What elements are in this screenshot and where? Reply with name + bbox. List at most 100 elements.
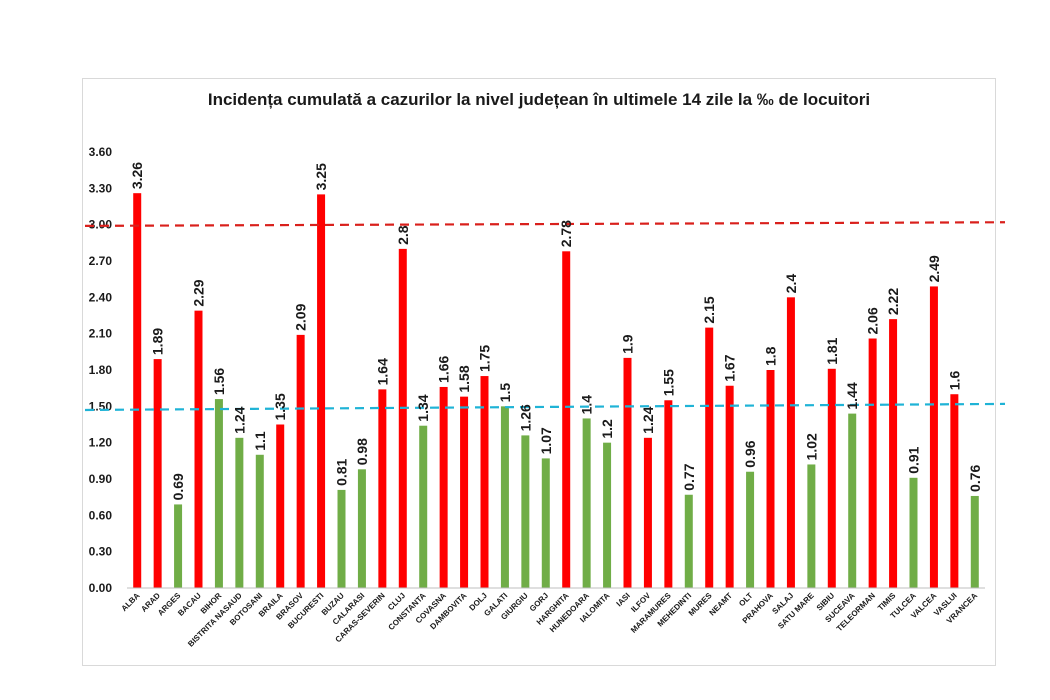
y-tick-label: 2.70	[89, 254, 113, 268]
data-label: 1.35	[272, 393, 288, 420]
data-label: 0.81	[334, 458, 350, 485]
y-tick-label: 2.10	[89, 327, 113, 341]
bar	[929, 286, 938, 588]
data-label: 1.9	[620, 334, 636, 354]
bar	[378, 389, 387, 588]
bar	[664, 400, 673, 588]
bar	[562, 251, 571, 589]
data-label: 1.24	[640, 406, 656, 433]
data-label: 1.6	[946, 371, 962, 391]
data-label: 1.66	[436, 355, 452, 382]
bar	[725, 385, 734, 588]
y-tick-label: 0.30	[89, 545, 113, 559]
data-label: 2.29	[191, 279, 207, 306]
data-label: 3.25	[313, 163, 329, 190]
data-label: 1.56	[211, 368, 227, 395]
y-tick-label: 3.30	[89, 181, 113, 195]
data-label: 1.1	[252, 431, 268, 451]
bar	[276, 424, 285, 588]
data-label: 1.8	[763, 346, 779, 366]
bars	[133, 193, 979, 589]
bar	[868, 338, 877, 588]
data-label: 0.77	[681, 463, 697, 490]
data-label: 1.67	[722, 354, 738, 381]
y-tick-label: 1.50	[89, 399, 113, 413]
data-label: 1.2	[599, 419, 615, 439]
reference-line	[84, 221, 1006, 227]
bar	[521, 435, 530, 588]
data-label: 1.02	[803, 433, 819, 460]
data-label: 1.75	[477, 345, 493, 372]
bar	[603, 442, 612, 588]
data-label: 2.15	[701, 296, 717, 323]
y-tick-label: 1.80	[89, 363, 113, 377]
data-label: 1.26	[517, 404, 533, 431]
bar	[235, 437, 244, 588]
bar	[766, 370, 775, 588]
reference-lines	[84, 221, 1006, 412]
data-label: 0.76	[967, 464, 983, 491]
data-label: 1.81	[824, 337, 840, 364]
y-tick-label: 2.40	[89, 290, 113, 304]
bar	[255, 454, 264, 588]
bar	[500, 406, 509, 588]
bar	[153, 359, 162, 588]
bar	[582, 418, 591, 588]
bar	[541, 458, 550, 588]
data-label: 1.44	[844, 382, 860, 409]
data-label: 2.49	[926, 255, 942, 282]
bar	[296, 334, 305, 588]
data-label: 0.91	[906, 446, 922, 473]
data-label: 2.8	[395, 225, 411, 245]
bar	[174, 504, 183, 588]
data-label: 1.58	[456, 365, 472, 392]
data-label: 1.34	[415, 394, 431, 421]
y-tick-label: 0.00	[89, 581, 113, 595]
bar	[889, 319, 898, 588]
bar	[337, 489, 346, 588]
bar	[460, 396, 469, 588]
bar	[848, 413, 857, 588]
x-tick-label: BACAU	[176, 591, 203, 618]
data-label: 1.55	[660, 369, 676, 396]
bar	[357, 469, 366, 588]
data-label: 1.07	[538, 427, 554, 454]
bar	[746, 471, 755, 588]
y-tick-label: 3.00	[89, 218, 113, 232]
y-tick-label: 1.20	[89, 436, 113, 450]
bar	[398, 248, 407, 588]
bar	[419, 425, 428, 588]
bar	[684, 494, 693, 588]
reference-line	[84, 402, 1006, 412]
bar	[623, 357, 632, 588]
y-tick-label: 3.60	[89, 145, 113, 159]
bar	[439, 386, 448, 588]
bar	[194, 310, 203, 588]
bar	[827, 368, 836, 588]
data-label: 1.4	[579, 395, 595, 415]
value-labels: 3.261.890.692.291.561.241.11.352.093.250…	[129, 162, 983, 501]
data-label: 0.96	[742, 440, 758, 467]
y-axis: 0.00 0.30 0.60 0.90 1.20 1.50 1.80 2.10 2.40 2.70…	[89, 145, 113, 595]
data-label: 0.98	[354, 438, 370, 465]
data-label: 1.5	[497, 383, 513, 403]
bar	[807, 464, 816, 588]
data-label: 2.06	[865, 307, 881, 334]
data-label: 0.69	[170, 473, 186, 500]
data-label: 1.89	[150, 328, 166, 355]
bar	[214, 399, 223, 588]
bar	[480, 376, 489, 588]
bar	[786, 297, 795, 588]
y-tick-label: 0.90	[89, 472, 113, 486]
y-tick-label: 0.60	[89, 508, 113, 522]
x-tick-label: IASI	[615, 591, 632, 608]
bar	[909, 477, 918, 588]
bar	[133, 193, 142, 588]
data-label: 2.78	[558, 220, 574, 247]
data-label: 2.09	[293, 303, 309, 330]
x-tick-label: ALBA	[120, 591, 142, 613]
data-label: 1.24	[231, 406, 247, 433]
chart-title: Incidența cumulată a cazurilor la nivel …	[207, 90, 871, 109]
bar	[317, 194, 326, 588]
